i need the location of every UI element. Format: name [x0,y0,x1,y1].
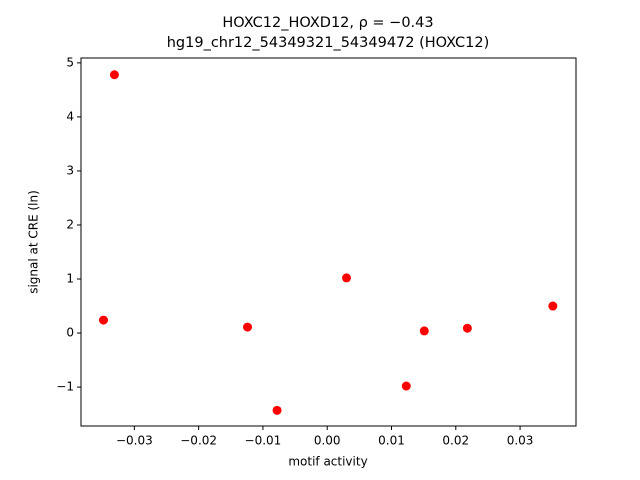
y-tick-label: 1 [66,272,74,286]
x-tick-label: 0.01 [378,434,405,448]
x-tick-label: −0.03 [116,434,153,448]
plot-frame [80,57,577,427]
y-tick-label: 5 [66,55,74,69]
y-tick-label: 0 [66,326,74,340]
x-tick-label: 0.03 [507,434,534,448]
point [99,315,108,325]
point [272,405,282,415]
chart-subtitle: hg19_chr12_54349321_54349472 (HOXC12) [167,35,490,51]
y-axis-label: signal at CRE (ln) [27,190,41,294]
point [401,381,411,391]
point [243,322,252,332]
point [342,273,351,283]
x-tick-label: −0.01 [245,434,282,448]
x-axis-label: motif activity [288,455,367,469]
x-tick-label: −0.02 [180,434,217,448]
y-tick-label: −1 [56,380,74,394]
x-tick-label: 0.02 [442,434,469,448]
chart-title: HOXC12_HOXD12, ρ = −0.43 [222,15,433,31]
point [462,323,472,333]
point [419,326,429,336]
point [109,70,119,80]
y-tick-label: 2 [66,217,74,231]
x-tick-label: 0.00 [314,434,341,448]
y-tick-label: 3 [66,163,74,177]
y-tick-label: 4 [66,109,74,123]
point [548,301,558,311]
